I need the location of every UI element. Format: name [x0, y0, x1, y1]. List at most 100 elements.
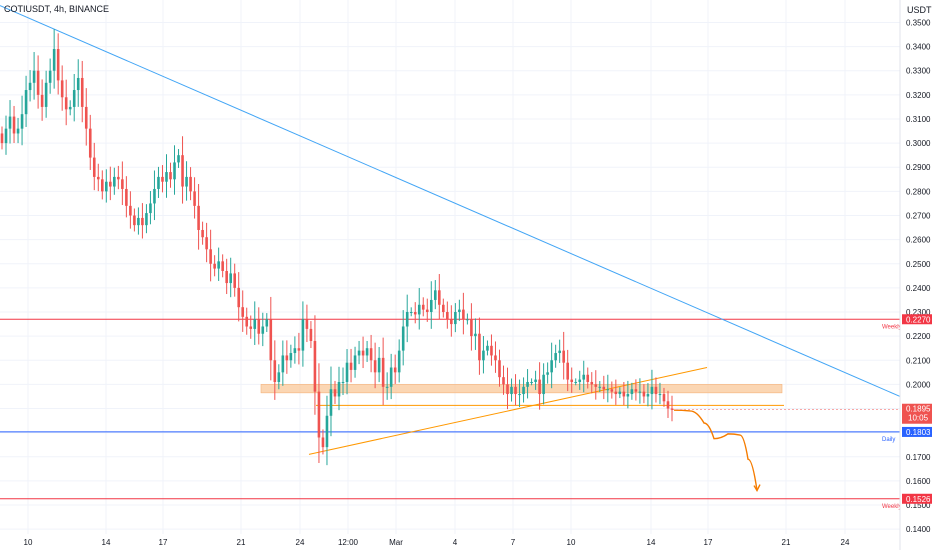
- currency-label: USDT: [907, 5, 932, 15]
- candle-body: [325, 415, 329, 448]
- candle-body: [265, 319, 269, 327]
- candle-body: [670, 408, 674, 410]
- current-price-tag: [902, 403, 932, 424]
- candle-body: [293, 348, 297, 354]
- time-tick-label: 17: [704, 538, 713, 547]
- candle-body: [401, 326, 405, 351]
- time-tick-label: Mar: [389, 538, 403, 547]
- projection-path: [673, 409, 761, 493]
- resistance-zone-rect: [260, 384, 783, 394]
- time-tick-label: 10: [24, 538, 33, 547]
- candle-body: [586, 374, 590, 382]
- price-tick-label: 0.2500: [906, 260, 931, 269]
- candle-body: [145, 213, 148, 226]
- projected-path-curve: [673, 409, 758, 491]
- candle-body: [20, 114, 24, 129]
- candle-body: [634, 389, 638, 392]
- candle-body: [494, 355, 497, 361]
- candle-body: [458, 309, 461, 313]
- candle-body: [337, 381, 341, 397]
- candle-body: [377, 357, 381, 373]
- chart-title: COTIUSDT, 4h, BINANCE: [4, 4, 109, 14]
- candle-body: [622, 391, 626, 397]
- candle-body: [0, 133, 4, 144]
- candle-body: [666, 401, 670, 409]
- candle-body: [96, 176, 100, 180]
- weekly-price-tag: [902, 314, 932, 325]
- candle-body: [201, 229, 204, 238]
- price-tick-label: 0.3000: [906, 139, 931, 148]
- descending-trendline: [0, 5, 901, 397]
- candle-body: [173, 162, 176, 180]
- candle-body: [594, 384, 598, 387]
- price-axis[interactable]: 0.3500 0.3400 0.3300 0.3200 0.3100 0.3000 0.29…: [906, 18, 931, 534]
- candle-body: [137, 217, 140, 226]
- candle-body: [598, 386, 602, 388]
- weekly-level-tag: Weekly: [882, 504, 902, 510]
- candle-body: [646, 394, 650, 397]
- candle-body: [610, 389, 614, 392]
- candle-body: [109, 181, 112, 187]
- candle-body: [225, 271, 228, 284]
- candle-body: [365, 348, 369, 356]
- candle-body: [177, 155, 180, 163]
- candle-body: [217, 261, 220, 269]
- candle-body: [125, 188, 128, 206]
- candle-body: [546, 372, 549, 375]
- chart-grid: [0, 0, 900, 534]
- candle-body: [417, 304, 421, 315]
- candle-body: [498, 360, 501, 378]
- candle-body: [530, 381, 533, 383]
- candle-body: [12, 116, 16, 134]
- candle-body: [305, 319, 309, 329]
- rising-trendline: [308, 367, 708, 455]
- candle-body: [409, 312, 413, 314]
- time-tick-label: 14: [102, 538, 111, 547]
- price-tick-label: 0.2100: [906, 356, 931, 365]
- candle-body: [76, 77, 80, 91]
- candle-body: [40, 94, 44, 107]
- candle-body: [522, 386, 525, 395]
- candle-body: [269, 319, 273, 361]
- candle-body: [181, 155, 184, 187]
- candle-body: [373, 360, 377, 373]
- candle-body: [165, 172, 168, 182]
- price-tick-label: 0.3400: [906, 43, 931, 52]
- candle-body: [36, 70, 40, 95]
- candle-body: [289, 353, 293, 361]
- candle-body: [574, 381, 578, 383]
- candle-body: [257, 319, 261, 334]
- candle-body: [433, 290, 437, 300]
- candle-body: [590, 381, 594, 385]
- candle-body: [129, 205, 132, 216]
- candle-body: [48, 70, 52, 83]
- candle-body: [357, 350, 361, 356]
- candle-body: [84, 106, 88, 129]
- candle-body: [490, 345, 493, 356]
- candle-body: [638, 391, 642, 393]
- price-tick-label: 0.2000: [906, 380, 931, 389]
- candle-body: [241, 307, 245, 317]
- price-tick-label: 0.2200: [906, 332, 931, 341]
- time-tick-label: 21: [782, 538, 791, 547]
- candle-body: [72, 90, 76, 107]
- candle-body: [662, 394, 666, 402]
- candle-body: [658, 394, 662, 396]
- candle-body: [229, 273, 232, 284]
- candle-body: [526, 381, 529, 387]
- candle-body: [538, 379, 541, 395]
- price-tick-label: 0.1600: [906, 477, 931, 486]
- candle-body: [277, 372, 281, 382]
- candle-body: [56, 49, 60, 81]
- price-axis-background: [900, 0, 932, 550]
- candle-body: [113, 176, 116, 187]
- candle-body: [578, 379, 582, 382]
- candle-body: [4, 128, 8, 144]
- candle-body: [261, 326, 265, 334]
- candle-body: [570, 379, 574, 382]
- candle-body: [450, 319, 453, 325]
- time-axis[interactable]: 10 14 17 21 24 12:00 Mar 4 7 10 14 17 21 24: [24, 538, 850, 547]
- candle-body: [534, 379, 537, 382]
